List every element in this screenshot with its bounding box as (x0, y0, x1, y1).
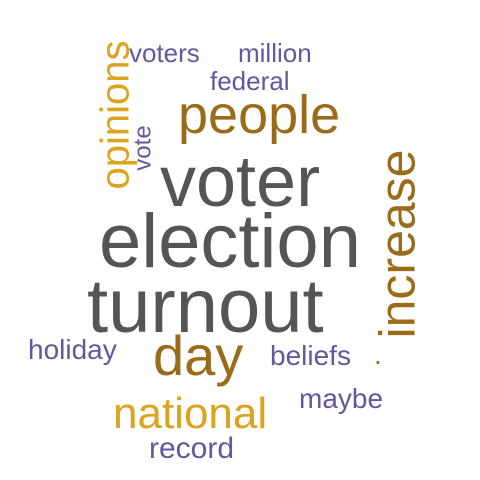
word-federal: federal (210, 66, 290, 96)
word-million: million (238, 38, 312, 68)
word-dot: . (374, 339, 382, 370)
word-voters: voters (129, 38, 200, 68)
word-turnout: turnout (87, 264, 324, 349)
word-vote: vote (129, 125, 157, 171)
word-record: record (149, 432, 235, 465)
word-national: national (113, 389, 268, 438)
word-election: election (99, 199, 361, 284)
word-people: people (178, 85, 341, 145)
word-day: day (153, 324, 244, 387)
word-increase: increase (369, 149, 426, 339)
word-maybe: maybe (299, 383, 384, 414)
word-holiday: holiday (28, 334, 117, 365)
word-voter: voter (160, 142, 321, 222)
word-beliefs: beliefs (270, 340, 351, 371)
